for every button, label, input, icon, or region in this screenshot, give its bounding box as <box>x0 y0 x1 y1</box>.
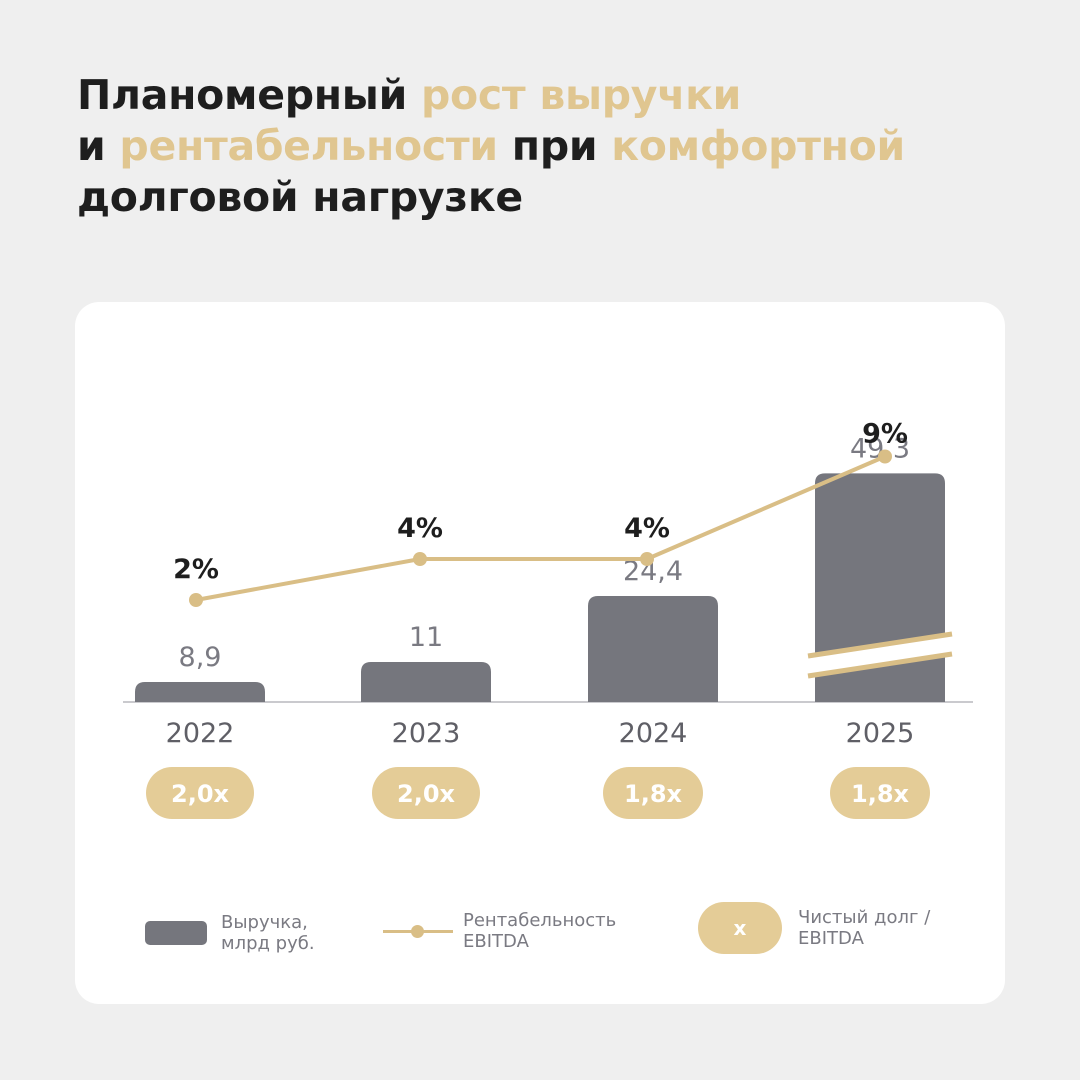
legend-revenue-line2: млрд руб. <box>221 933 315 954</box>
legend-margin-swatch <box>383 919 453 943</box>
legend-revenue-swatch <box>145 921 207 945</box>
legend-debt-line1: Чистый долг / <box>798 907 931 928</box>
revenue-label-2023: 11 <box>409 622 443 653</box>
axis-break-line-top <box>807 631 953 659</box>
headline-part-8: долговой нагрузке <box>77 173 523 221</box>
debt-badge-2022 <box>146 767 254 819</box>
margin-point-2024 <box>640 552 654 566</box>
debt-badge-label-2024: 1,8x <box>624 780 683 808</box>
legend-debt-line2: EBITDA <box>798 928 864 949</box>
legend-margin-line2: EBITDA <box>463 931 529 952</box>
margin-point-2022 <box>189 593 203 607</box>
margin-label-2022: 2% <box>173 554 219 585</box>
legend-margin-line1: Рентабельность <box>463 910 617 931</box>
year-label-2025: 2025 <box>846 718 915 749</box>
legend-revenue: Выручка, млрд руб. <box>145 912 315 954</box>
axis-break-line-bottom <box>807 651 953 679</box>
headline-part-6: комфортной <box>611 122 905 170</box>
margin-point-2023 <box>413 552 427 566</box>
margin-point-2025 <box>878 449 892 464</box>
headline-part-3: и <box>77 122 120 170</box>
headline-part-4: рентабельности <box>119 122 498 170</box>
year-label-2022: 2022 <box>166 718 235 749</box>
legend-margin: Рентабельность EBITDA <box>383 910 616 952</box>
year-label-2023: 2023 <box>392 718 461 749</box>
debt-badge-2025 <box>830 767 930 819</box>
revenue-bar-2024 <box>588 596 718 702</box>
legend-debt-pill: х <box>698 902 782 954</box>
debt-badge-2024 <box>603 767 703 819</box>
debt-badge-2023 <box>372 767 480 819</box>
headline: Планомерный рост выручки и рентабельности… <box>77 70 1037 223</box>
revenue-bar-2022 <box>135 682 265 702</box>
debt-badge-label-2022: 2,0x <box>171 780 230 808</box>
revenue-bar-2023 <box>361 661 491 702</box>
legend-revenue-line1: Выручка, <box>221 912 308 933</box>
headline-part-1: рост выручки <box>420 71 742 119</box>
margin-label-2023: 4% <box>397 513 443 544</box>
revenue-label-2022: 8,9 <box>179 642 222 673</box>
headline-part-0: Планомерный <box>77 71 421 119</box>
legend-debt: х Чистый долг / EBITDA <box>698 902 930 954</box>
axis-break-gap <box>808 634 952 676</box>
debt-badge-label-2025: 1,8x <box>851 780 910 808</box>
debt-badge-label-2023: 2,0x <box>397 780 456 808</box>
chart-card: 8,9 11 24,4 49,3 2% 4% 4% 9% 2022 2023 2024 2025 2,0… <box>75 302 1005 1004</box>
margin-label-2025: 9% <box>862 419 908 450</box>
year-label-2024: 2024 <box>619 718 688 749</box>
margin-line <box>195 454 886 602</box>
margin-label-2024: 4% <box>624 513 670 544</box>
headline-part-5: при <box>497 122 612 170</box>
